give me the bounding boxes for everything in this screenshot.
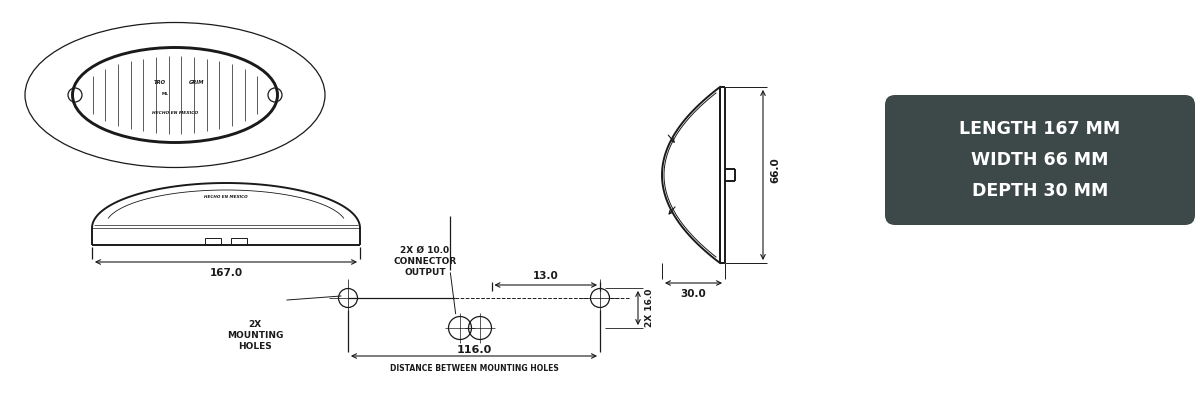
Text: 13.0: 13.0 xyxy=(533,271,559,281)
Text: GRIM: GRIM xyxy=(190,80,205,84)
Bar xyxy=(205,238,221,245)
FancyBboxPatch shape xyxy=(886,95,1195,225)
Text: DEPTH 30 MM: DEPTH 30 MM xyxy=(972,182,1108,200)
Text: 30.0: 30.0 xyxy=(680,289,707,299)
Text: LENGTH 167 MM: LENGTH 167 MM xyxy=(959,120,1121,138)
Text: 167.0: 167.0 xyxy=(210,268,242,278)
Text: HECHO EN MEXICO: HECHO EN MEXICO xyxy=(204,196,248,200)
Text: WIDTH 66 MM: WIDTH 66 MM xyxy=(971,151,1109,169)
Text: 116.0: 116.0 xyxy=(456,345,492,355)
Text: DISTANCE BETWEEN MOUNTING HOLES: DISTANCE BETWEEN MOUNTING HOLES xyxy=(390,364,558,373)
Text: ML: ML xyxy=(162,92,168,96)
Text: 2X 16.0: 2X 16.0 xyxy=(646,289,654,327)
Text: TRO: TRO xyxy=(154,80,166,84)
Bar xyxy=(230,238,247,245)
Text: HECHO EN MEXICO: HECHO EN MEXICO xyxy=(152,111,198,115)
Text: 2X
MOUNTING
HOLES: 2X MOUNTING HOLES xyxy=(227,320,283,351)
Text: 2X Ø 10.0
CONNECTOR
OUTPUT: 2X Ø 10.0 CONNECTOR OUTPUT xyxy=(394,246,457,277)
Text: 66.0: 66.0 xyxy=(770,157,780,183)
